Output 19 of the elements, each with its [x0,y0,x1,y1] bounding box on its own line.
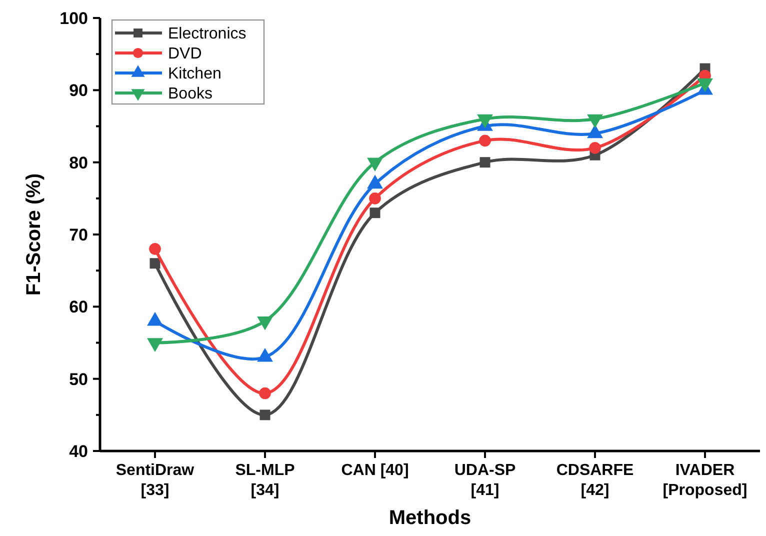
y-tick-label: 90 [69,81,88,100]
y-axis-title: F1-Score (%) [23,173,45,296]
legend-label: Books [168,86,212,103]
y-tick-label: 60 [69,298,88,317]
y-tick-label: 100 [60,8,88,28]
legend-label: Electronics [168,26,246,43]
y-tick-label: 70 [69,225,88,244]
x-tick-label: SL-MLP [34] [235,462,296,499]
legend-label: Kitchen [168,66,222,83]
legend-label: DVD [168,46,202,63]
y-tick-label: 50 [69,370,88,389]
x-tick-label: IVADER [Proposed] [662,462,748,499]
x-tick-label: CDSARFE [42] [556,462,634,499]
x-tick-label: CAN [40] [341,462,409,479]
y-tick-label: 40 [69,442,88,461]
x-tick-label: UDA-SP [41] [454,462,516,499]
x-axis-title: Methods [388,507,472,529]
y-tick-label: 80 [69,153,88,172]
x-tick-label: SentiDraw [33] [116,462,195,499]
